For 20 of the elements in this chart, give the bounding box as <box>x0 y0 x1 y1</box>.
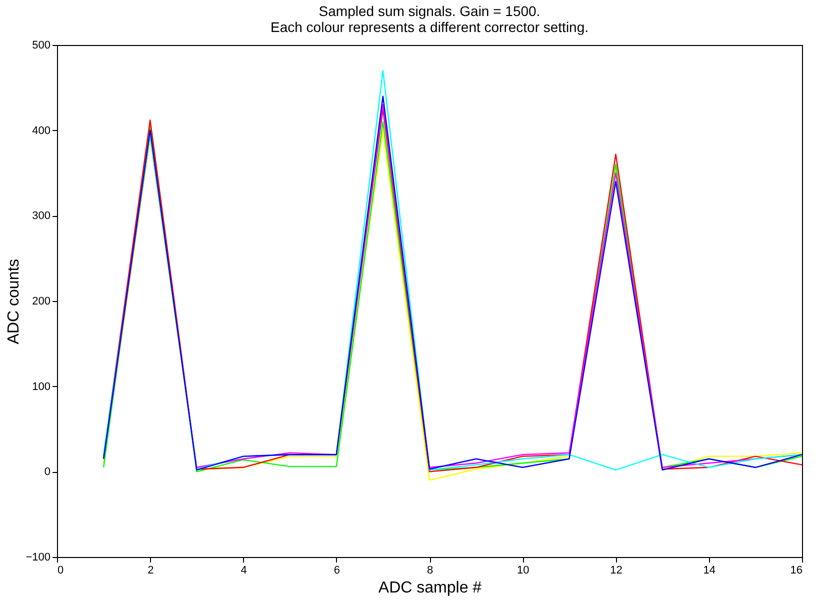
y-tick-label: 0 <box>44 466 50 478</box>
x-tick-label: 8 <box>426 564 434 576</box>
x-tick-label: 6 <box>334 564 340 576</box>
x-tick-label: 0 <box>58 564 64 576</box>
x-tick-label: 10 <box>517 564 530 576</box>
x-tick-label: 4 <box>240 564 247 576</box>
y-tick-label: 300 <box>32 210 50 222</box>
x-tick-label: 12 <box>610 564 622 576</box>
x-tick-label: 2 <box>148 564 154 576</box>
y-axis-title: ADC counts <box>6 258 23 344</box>
y-tick-label: −100 <box>26 552 50 564</box>
x-tick-label: 16 <box>790 564 802 576</box>
x-axis-title: ADC sample # <box>378 580 482 596</box>
y-tick-label: 400 <box>32 124 50 137</box>
x-tick-label: 14 <box>703 564 716 576</box>
y-tick-label: 100 <box>32 380 50 393</box>
text: Sampled sum signals. Gain = 1500. <box>318 3 540 19</box>
y-tick-label: 500 <box>32 40 50 52</box>
y-tick-label: 200 <box>32 296 50 308</box>
text: Each colour represents a different corrector setting. <box>270 19 589 35</box>
